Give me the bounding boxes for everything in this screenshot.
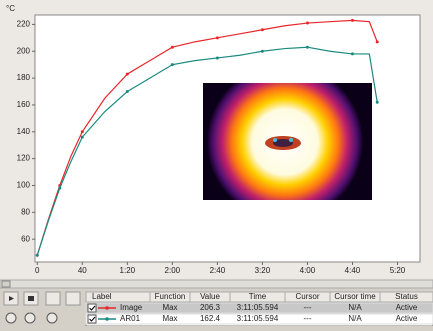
y-tick-label: 60 — [21, 234, 30, 243]
x-tick-label: 3:20 — [255, 266, 271, 275]
legend-marker — [105, 306, 109, 310]
row-checkbox[interactable] — [88, 315, 96, 323]
row-label: AR01 — [120, 314, 141, 323]
toolbar — [4, 292, 80, 323]
y-tick-label: 200 — [17, 46, 31, 55]
zoom-in-button[interactable] — [6, 313, 16, 323]
point-marker — [216, 56, 219, 59]
column-header: Cursor — [295, 292, 319, 301]
x-tick-label: 40 — [78, 266, 87, 275]
point-marker — [126, 90, 129, 93]
point-marker — [81, 136, 84, 139]
point-marker — [351, 52, 354, 55]
x-tick-label: 0 — [35, 266, 40, 275]
table-cell: Active — [396, 314, 418, 323]
legend-marker — [105, 317, 109, 321]
scrollbar[interactable] — [0, 280, 433, 288]
app-window: °C 60 80 100 120 140 160 180 200 220 0 40 1:20 2:00 2… — [0, 0, 433, 326]
point-marker — [376, 40, 379, 43]
scroll-left[interactable] — [2, 281, 10, 287]
x-tick-label: 2:40 — [210, 266, 226, 275]
table-cell: Max — [162, 314, 177, 323]
x-tick-label: 5:20 — [390, 266, 406, 275]
table-cell: N/A — [348, 314, 362, 323]
row-checkbox[interactable] — [88, 304, 96, 312]
y-tick-label: 120 — [17, 154, 31, 163]
point-marker — [261, 50, 264, 53]
point-marker — [376, 101, 379, 104]
column-header: Status — [395, 292, 418, 301]
y-tick-label: 220 — [17, 20, 31, 29]
point-marker — [216, 36, 219, 39]
zoom-fit-button[interactable] — [47, 313, 57, 323]
x-tick-label: 2:00 — [165, 266, 181, 275]
table-cell: 3:11:05.594 — [237, 303, 279, 312]
column-header: Label — [92, 292, 112, 301]
point-marker — [81, 130, 84, 133]
y-tick-label: 100 — [17, 181, 31, 190]
point-marker — [351, 19, 354, 22]
y-tick-label: 80 — [21, 207, 30, 216]
table-cell: 206.3 — [200, 303, 221, 312]
x-tick-label: 4:00 — [300, 266, 316, 275]
row-label: Image — [120, 303, 143, 312]
y-tick-label: 180 — [17, 73, 31, 82]
table-cell: --- — [304, 314, 312, 323]
table-cell: N/A — [348, 303, 362, 312]
column-header: Cursor time — [334, 292, 376, 301]
x-tick-label: 1:20 — [120, 266, 136, 275]
table-cell: Active — [396, 303, 418, 312]
column-header: Value — [200, 292, 220, 301]
point-marker — [261, 28, 264, 31]
point-marker — [306, 22, 309, 25]
point-marker — [171, 46, 174, 49]
point-marker — [126, 73, 129, 76]
y-tick-label: 160 — [17, 100, 31, 109]
x-tick-label: 4:40 — [345, 266, 361, 275]
point-marker — [171, 63, 174, 66]
thermal-image — [203, 64, 372, 220]
table-cell: Max — [162, 303, 177, 312]
table-cell: 162.4 — [200, 314, 221, 323]
open-button[interactable] — [46, 292, 60, 305]
zoom-out-button[interactable] — [25, 313, 35, 323]
column-header: Time — [249, 292, 267, 301]
y-unit: °C — [6, 4, 15, 13]
point-marker — [306, 46, 309, 49]
column-header: Function — [155, 292, 186, 301]
save-button[interactable] — [66, 292, 80, 305]
table-cell: 3:11:05.594 — [237, 314, 279, 323]
point-marker — [58, 187, 61, 190]
y-tick-label: 140 — [17, 127, 31, 136]
table-cell: --- — [304, 303, 312, 312]
point-marker — [36, 254, 39, 257]
